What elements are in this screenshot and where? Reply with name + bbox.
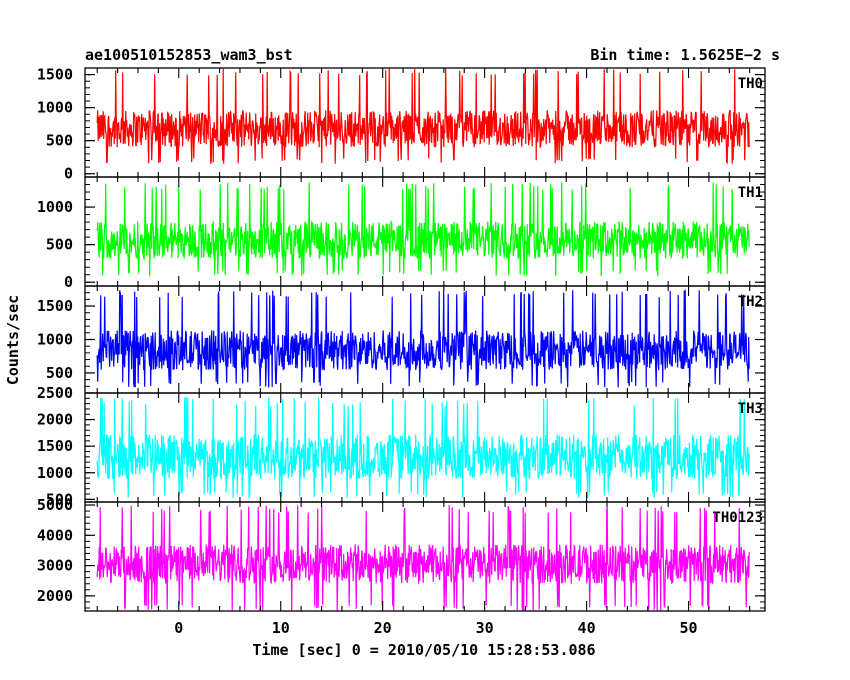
y-tick-label: 1000: [37, 198, 73, 216]
y-tick-label: 5000: [37, 496, 73, 514]
y-tick-label: 1500: [37, 437, 73, 455]
y-tick-label: 1000: [37, 99, 73, 117]
y-tick-label: 1000: [37, 331, 73, 349]
x-tick-label: 30: [476, 619, 494, 637]
x-tick-label: 10: [272, 619, 290, 637]
chart-title: ae100510152853_wam3_bst: [85, 46, 293, 64]
panel-th0123: 2000 3000 4000 5000 TH0123: [37, 496, 766, 612]
y-tick-label: 3000: [37, 557, 73, 575]
x-tick-label: 20: [374, 619, 392, 637]
y-tick-label: 2000: [37, 587, 73, 605]
series-trace-th0: [96, 68, 750, 165]
series-label-th0: TH0: [738, 76, 763, 92]
y-tick-label: 4000: [37, 526, 73, 544]
series-trace-th1: [96, 182, 750, 277]
series-trace-th0123: [96, 505, 750, 611]
panel-th3: 500 1000 1500 2000 2500 TH3: [37, 384, 766, 508]
series-label-th0123: TH0123: [712, 510, 763, 526]
y-axis-title: Counts/sec: [4, 295, 22, 385]
series-label-th3: TH3: [738, 401, 763, 417]
series-label-th1: TH1: [738, 185, 763, 201]
y-tick-label: 1500: [37, 297, 73, 315]
series-trace-th3: [96, 397, 750, 499]
panel-th1: 0 500 1000 TH1: [37, 176, 766, 291]
x-tick-label: 50: [680, 619, 698, 637]
y-tick-label: 1500: [37, 66, 73, 84]
series-trace-th2: [96, 289, 750, 388]
y-tick-label: 500: [46, 490, 73, 508]
x-tick-label: 0: [174, 619, 183, 637]
bin-time-label: Bin time: 1.5625E−2 s: [590, 46, 780, 64]
x-axis-title: Time [sec] 0 = 2010/05/10 15:28:53.086: [252, 641, 595, 659]
y-tick-label: 500: [46, 236, 73, 254]
y-tick-label: 0: [64, 273, 73, 291]
x-tick-label: 40: [578, 619, 596, 637]
y-tick-label: 500: [46, 132, 73, 150]
y-tick-label: 2000: [37, 411, 73, 429]
panel-th0: 0 500 1000 1500 TH0: [37, 66, 766, 183]
y-tick-label: 500: [46, 364, 73, 382]
y-tick-label: 2500: [37, 384, 73, 402]
panel-th2: 500 1000 1500 TH2: [37, 285, 766, 394]
panel-frame: [84, 501, 766, 612]
y-tick-label: 1000: [37, 464, 73, 482]
y-tick-label: 0: [64, 165, 73, 183]
series-label-th2: TH2: [738, 294, 763, 310]
